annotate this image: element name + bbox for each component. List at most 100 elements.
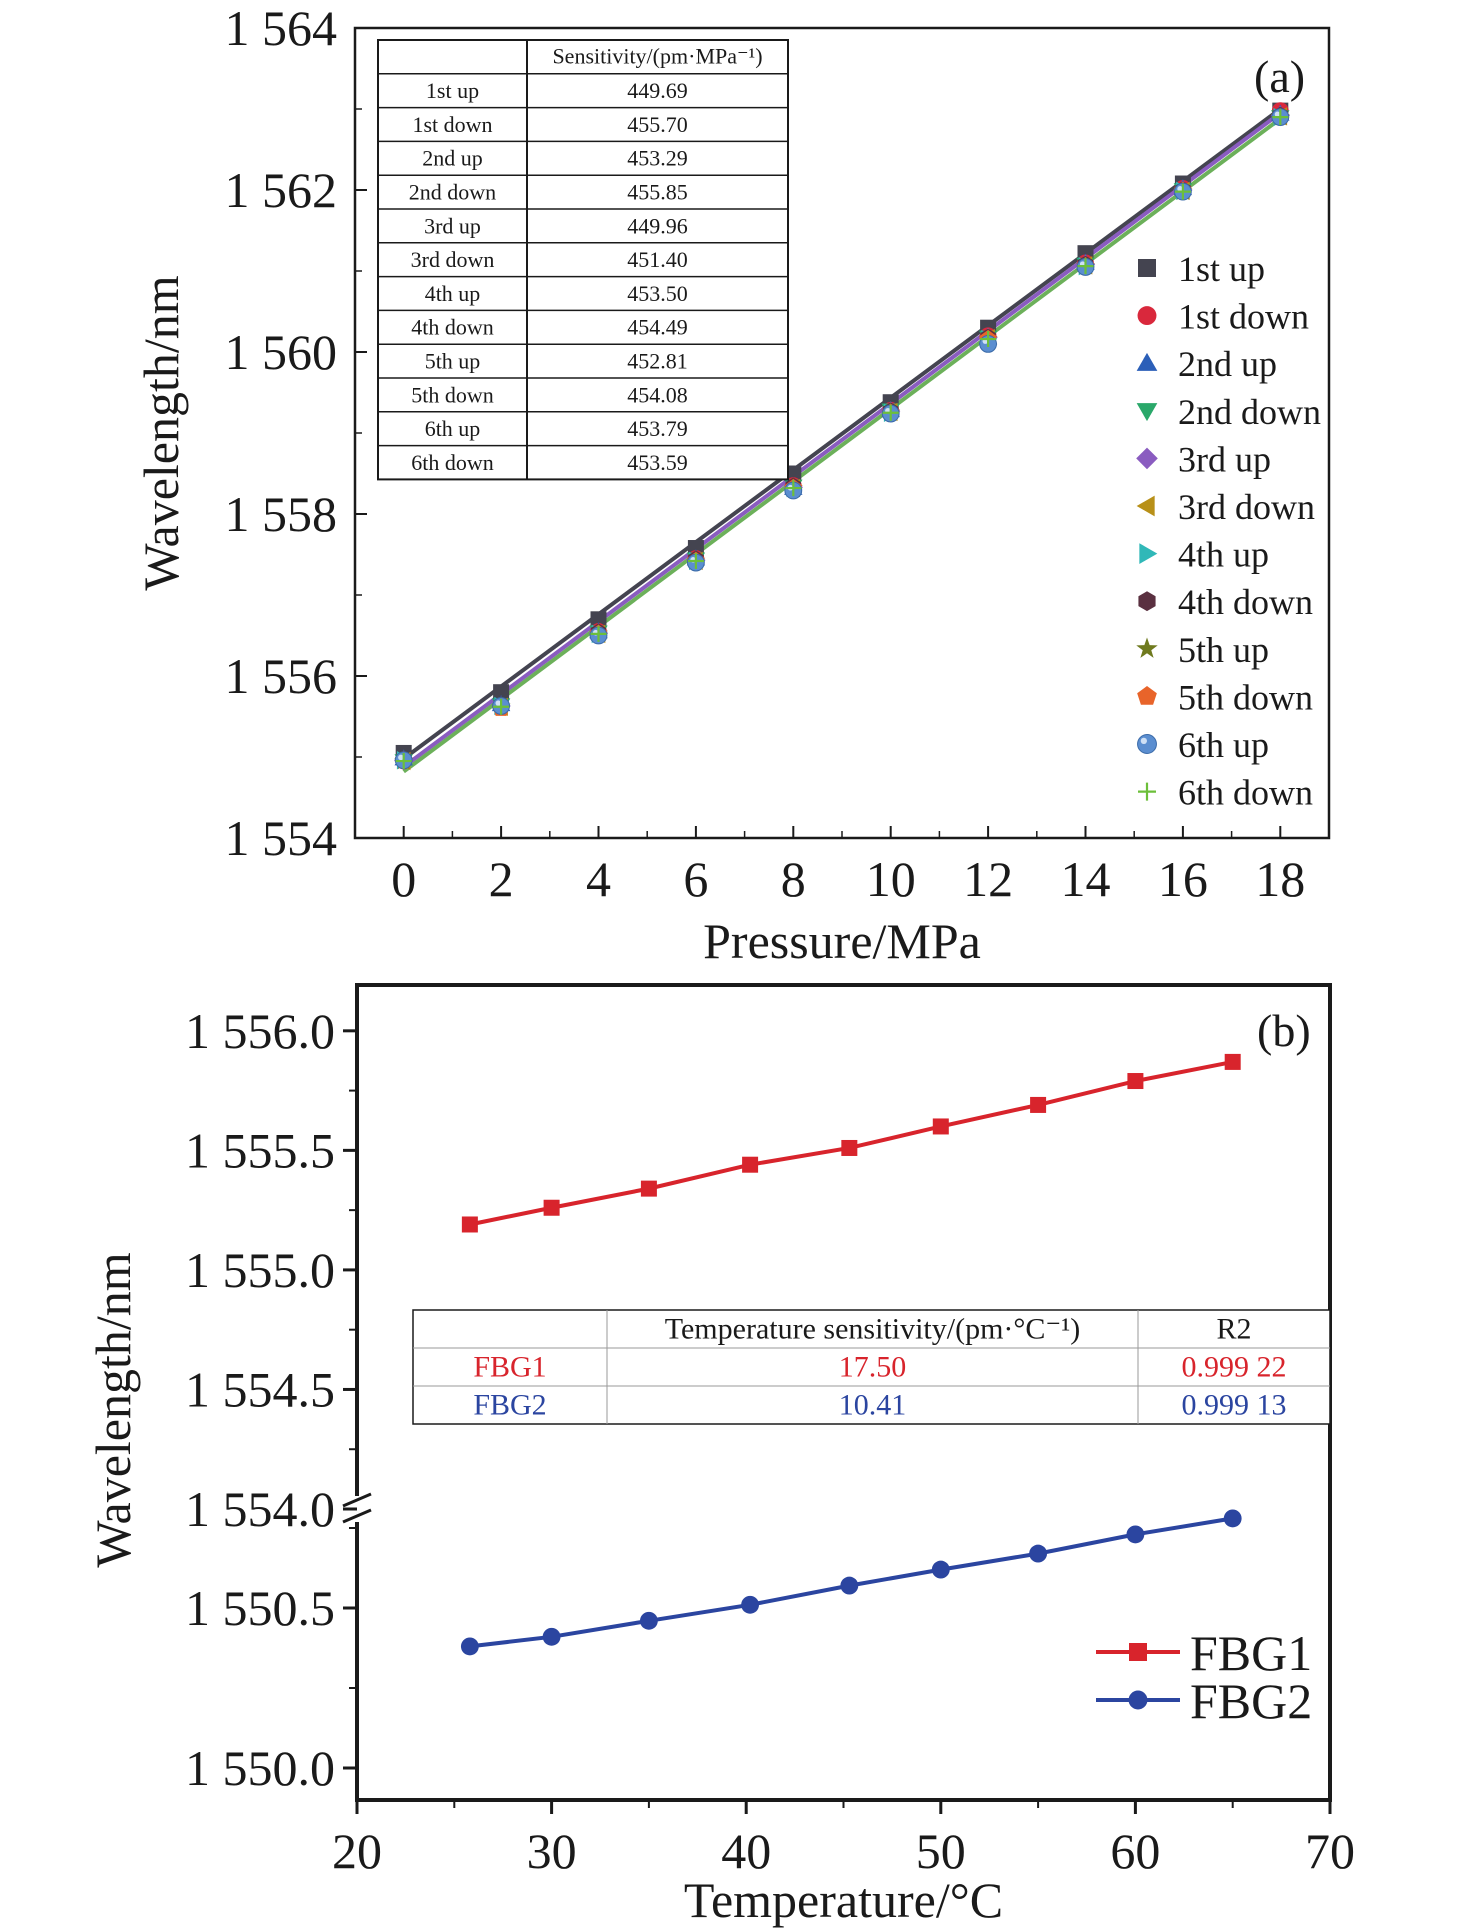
data-point xyxy=(590,611,607,628)
marker-plus-shape xyxy=(1272,109,1289,126)
marker-square-shape xyxy=(1127,1073,1144,1090)
marker-circle-shape xyxy=(1223,1509,1242,1528)
x-tick-label: 20 xyxy=(332,1823,382,1879)
table-cell-sensitivity: 455.70 xyxy=(627,112,688,137)
table-cell: 0.999 22 xyxy=(1182,1351,1287,1384)
x-tick-label: 40 xyxy=(721,1823,771,1879)
panel-a-pressure-chart: 0 2 4 6 8 10 12 14 16 18 1 554 1 556 1 558 1 560 1 562… xyxy=(133,0,1331,969)
table-frame xyxy=(377,39,789,481)
marker-square-shape xyxy=(1030,1096,1047,1113)
legend-label: FBG1 xyxy=(1190,1625,1312,1681)
data-point xyxy=(493,684,510,701)
table-cell-sensitivity: 453.50 xyxy=(627,281,688,306)
marker-square-shape xyxy=(543,1199,560,1216)
table-cell-run: 5th down xyxy=(411,382,494,407)
table-cell-sensitivity: 453.79 xyxy=(627,416,688,441)
data-point xyxy=(395,753,412,770)
legend-label: 1st up xyxy=(1178,249,1265,289)
table-cell-run: 2nd up xyxy=(422,146,483,171)
temperature-sensitivity-table: Temperature sensitivity/(pm·°C⁻¹) R2 FBG1 1… xyxy=(412,1309,1331,1425)
table-cell-sensitivity: 454.08 xyxy=(627,382,688,407)
data-point xyxy=(741,1595,760,1614)
marker-hexagon-shape xyxy=(1138,591,1156,612)
marker-star-shape xyxy=(1136,637,1158,658)
table-header: Temperature sensitivity/(pm·°C⁻¹) xyxy=(665,1313,1080,1346)
data-point xyxy=(1272,109,1289,126)
data-point xyxy=(1223,1509,1242,1528)
table-cell: 0.999 13 xyxy=(1182,1389,1287,1422)
marker-circle-shape xyxy=(1126,1525,1145,1544)
table-cell-sensitivity: 449.96 xyxy=(627,213,688,238)
marker-triangle-left-shape xyxy=(1136,495,1155,517)
table-cell-run: 3rd down xyxy=(411,247,495,272)
marker-square-shape xyxy=(932,1118,949,1135)
x-tick-label: 0 xyxy=(391,851,416,907)
table-cell-run: 3rd up xyxy=(424,213,481,238)
y-tick-label: 1 556.0 xyxy=(185,1003,335,1059)
legend-marker xyxy=(1136,403,1158,422)
x-tick-label: 10 xyxy=(866,851,916,907)
sensitivity-table: Sensitivity/(pm·MPa⁻¹) 1st up 449.69 1st do… xyxy=(377,39,789,481)
table-cell-run: 5th up xyxy=(425,349,481,374)
data-point xyxy=(461,1216,478,1233)
table-cell-run: 1st down xyxy=(412,112,492,137)
data-point xyxy=(1126,1525,1145,1544)
legend-marker xyxy=(1139,543,1158,564)
x-tick-label: 18 xyxy=(1255,851,1305,907)
y-axis-label: Wavelength/nm xyxy=(85,1252,141,1567)
legend-marker xyxy=(1137,306,1157,326)
data-point xyxy=(590,625,607,642)
table-cell-run: 4th down xyxy=(411,315,494,340)
axis-break-mark xyxy=(342,1492,372,1508)
x-tick-label: 14 xyxy=(1061,851,1111,907)
table-cell-run: 6th down xyxy=(411,450,494,475)
data-point xyxy=(687,552,704,569)
legend-label: 3rd up xyxy=(1178,439,1271,479)
y-tick-label: 1 562 xyxy=(225,162,338,218)
marker-pentagon-shape xyxy=(1137,686,1157,705)
marker-ball-highlight xyxy=(1274,111,1281,118)
legend-label: 2nd down xyxy=(1178,392,1321,432)
y-axis-label: Wavelength/nm xyxy=(133,275,189,590)
table-header: R2 xyxy=(1216,1313,1251,1346)
data-points xyxy=(394,102,1290,771)
marker-circle-shape xyxy=(931,1560,950,1579)
y-tick-label: 1 554 xyxy=(225,810,338,866)
table-cell: FBG1 xyxy=(473,1351,546,1384)
marker-square-shape xyxy=(493,684,510,701)
marker-plus-shape xyxy=(395,753,412,770)
data-point xyxy=(542,1627,561,1646)
data-point xyxy=(493,698,510,715)
legend-marker xyxy=(1137,734,1157,754)
fit-lines xyxy=(402,107,1282,774)
marker-plus-shape xyxy=(590,625,607,642)
y-tick-label: 1 558 xyxy=(225,486,338,542)
data-point xyxy=(882,404,899,421)
y-axis-ticks: 1 554 1 556 1 558 1 560 1 562 1 564 xyxy=(225,0,367,866)
data-point xyxy=(840,1576,859,1595)
marker-ball-highlight xyxy=(1177,186,1183,192)
marker-circle-shape xyxy=(840,1576,859,1595)
legend-marker xyxy=(1136,495,1155,517)
x-tick-label: 12 xyxy=(963,851,1013,907)
x-tick-label: 4 xyxy=(586,851,611,907)
table-frame xyxy=(412,1309,1331,1425)
panel-b-temperature-chart: 20 30 40 50 60 70 1 554.0 1 554.5 1 555.0 1 555.5… xyxy=(85,983,1355,1928)
x-tick-label: 60 xyxy=(1110,1823,1160,1879)
table-header: Sensitivity/(pm·MPa⁻¹) xyxy=(552,44,762,69)
fit-line xyxy=(402,111,1282,769)
table-cell-run: 2nd down xyxy=(409,180,496,205)
marker-square-shape xyxy=(1138,259,1156,277)
marker-circle-shape xyxy=(460,1637,479,1656)
table-cell: 17.50 xyxy=(839,1351,907,1384)
legend-marker xyxy=(1129,1643,1147,1661)
table-cell-sensitivity: 449.69 xyxy=(627,78,688,103)
x-axis-label: Pressure/MPa xyxy=(703,913,981,969)
marker-circle-shape xyxy=(1029,1544,1048,1563)
legend-marker xyxy=(1136,637,1158,658)
marker-square-shape xyxy=(841,1139,858,1156)
y-tick-label: 1 556 xyxy=(225,648,338,704)
x-axis-ticks: 0 2 4 6 8 10 12 14 16 18 xyxy=(354,826,1330,907)
legend-marker xyxy=(1138,259,1156,277)
table-cell-sensitivity: 453.29 xyxy=(627,146,688,171)
